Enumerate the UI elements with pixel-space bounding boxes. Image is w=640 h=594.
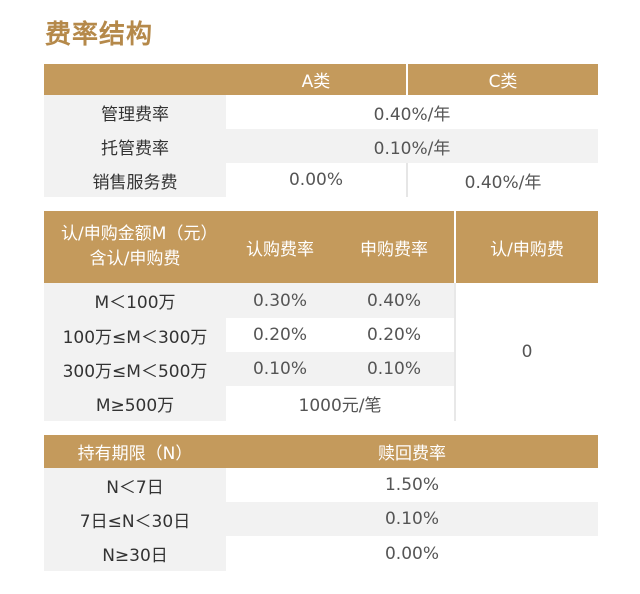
- header-redemption-rate: 赎回费率: [378, 444, 446, 464]
- row-amount: M≥500万: [44, 386, 226, 421]
- table-row: M＜100万 0.30% 0.40%: [44, 283, 598, 318]
- row-amount: 100万≤M＜300万: [44, 318, 226, 352]
- redemption-table-header: 持有期限（N） 赎回费率: [44, 435, 598, 468]
- header-class-c: C类: [488, 72, 518, 92]
- row-period: N＜7日: [44, 468, 226, 502]
- header-class-a: A类: [301, 72, 331, 92]
- cell-divider: [406, 163, 408, 197]
- table-row: 销售服务费 0.00% 0.40%/年: [44, 163, 598, 197]
- row-merged-fee: 1000元/笔: [226, 386, 454, 421]
- row-period: N≥30日: [44, 536, 226, 571]
- fee-table: A类 C类 管理费率 0.40%/年 托管费率 0.10%/年 销售服务费 0.…: [44, 64, 598, 197]
- redemption-table: 持有期限（N） 赎回费率 N＜7日 1.50% 7日≤N＜30日 0.10% N…: [44, 435, 598, 571]
- fee-value: 0: [454, 283, 598, 421]
- page-title: 费率结构: [45, 20, 154, 50]
- row-value-c: 0.40%/年: [408, 163, 598, 197]
- row-rate: 0.10%: [226, 502, 598, 536]
- table-row: N＜7日 1.50%: [44, 468, 598, 502]
- row-period: 7日≤N＜30日: [44, 502, 226, 536]
- header-divider: [454, 211, 456, 283]
- header-purchase-rate: 申购费率: [360, 239, 428, 260]
- row-purchase-rate: 0.20%: [334, 318, 454, 352]
- row-value: 0.10%/年: [226, 129, 598, 163]
- fee-table-header: A类 C类: [44, 64, 598, 95]
- row-purchase-rate: 0.10%: [334, 352, 454, 386]
- row-label: 管理费率: [44, 95, 226, 129]
- table-row: 托管费率 0.10%/年: [44, 129, 598, 163]
- table-row: 管理费率 0.40%/年: [44, 95, 598, 129]
- table-row: 100万≤M＜300万 0.20% 0.20%: [44, 318, 598, 352]
- row-subscribe-rate: 0.30%: [226, 283, 334, 318]
- header-divider: [406, 64, 408, 95]
- table-row: M≥500万 1000元/笔: [44, 386, 598, 421]
- row-value: 0.40%/年: [226, 95, 598, 129]
- table-row: N≥30日 0.00%: [44, 536, 598, 571]
- row-subscribe-rate: 0.10%: [226, 352, 334, 386]
- table-row: 7日≤N＜30日 0.10%: [44, 502, 598, 536]
- header-amount: 认/申购金额M（元）含认/申购费: [61, 224, 209, 269]
- row-label: 托管费率: [44, 129, 226, 163]
- row-subscribe-rate: 0.20%: [226, 318, 334, 352]
- row-amount: 300万≤M＜500万: [44, 352, 226, 386]
- header-fee: 认/申购费: [490, 239, 564, 260]
- row-purchase-rate: 0.40%: [334, 283, 454, 318]
- header-subscribe-rate: 认购费率: [246, 239, 314, 260]
- row-rate: 0.00%: [226, 536, 598, 571]
- row-label: 销售服务费: [44, 163, 226, 197]
- row-amount: M＜100万: [44, 283, 226, 318]
- row-value-a: 0.00%: [226, 163, 406, 197]
- header-holding-period: 持有期限（N）: [77, 444, 193, 464]
- table-row: 300万≤M＜500万 0.10% 0.10%: [44, 352, 598, 386]
- subscription-table-header: 认/申购金额M（元）含认/申购费 认购费率 申购费率 认/申购费: [44, 211, 598, 283]
- row-rate: 1.50%: [226, 468, 598, 502]
- subscription-table: 认/申购金额M（元）含认/申购费 认购费率 申购费率 认/申购费 M＜100万 …: [44, 211, 598, 421]
